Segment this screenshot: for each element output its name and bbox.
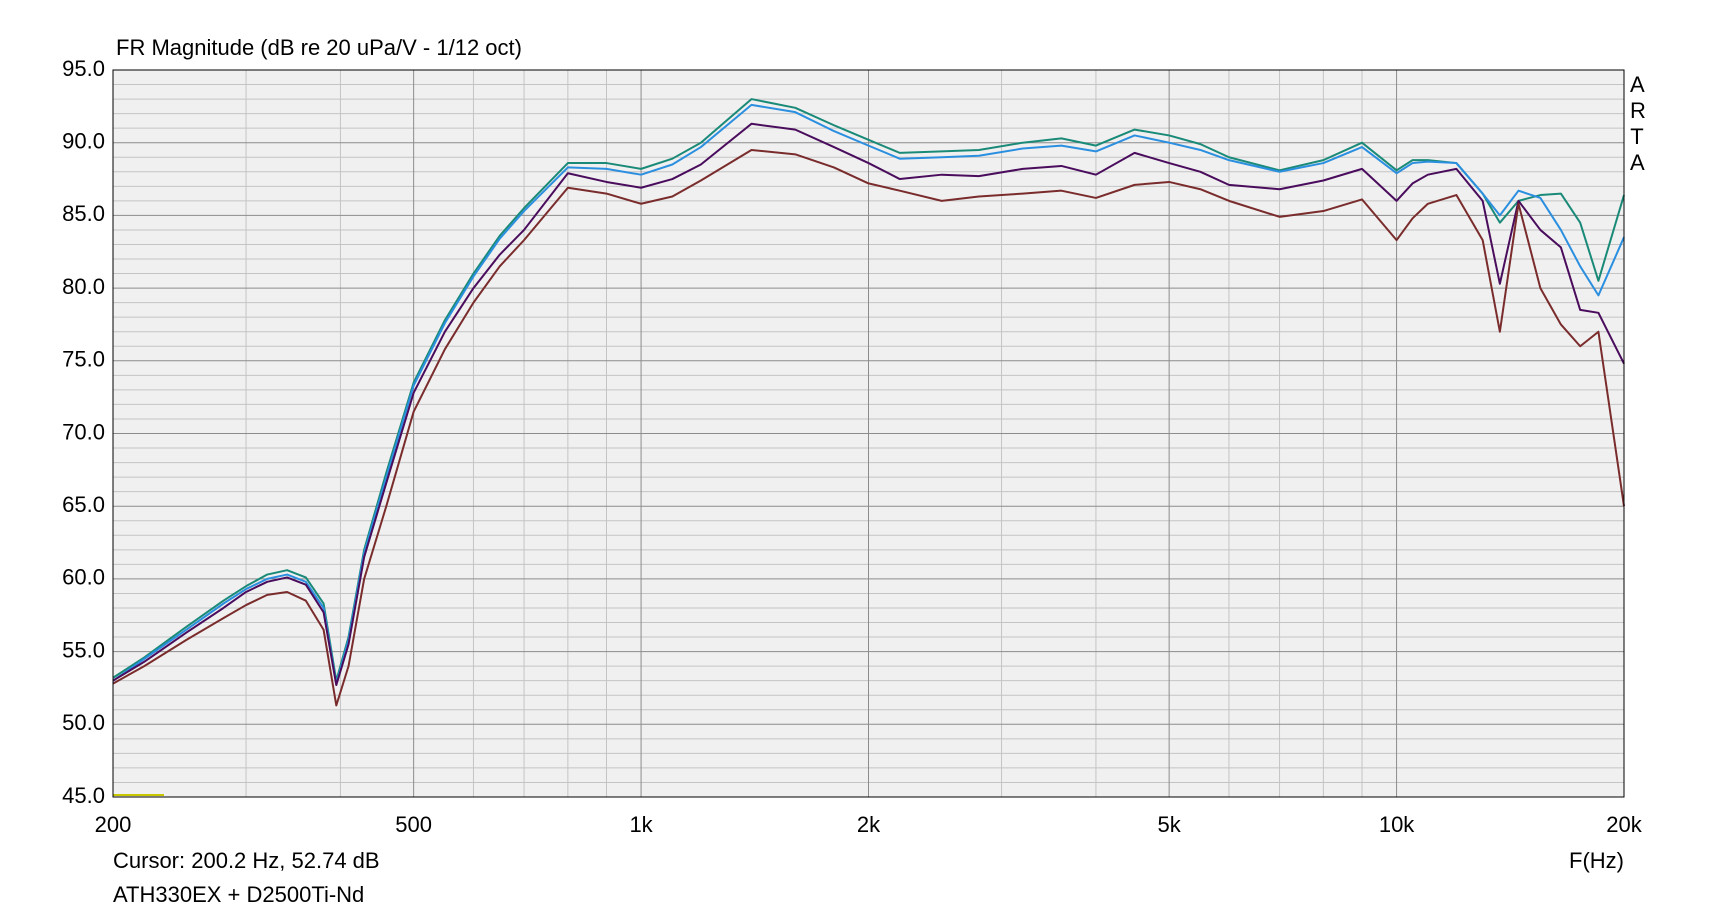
y-tick-label: 80.0 [62, 274, 105, 299]
y-tick-label: 90.0 [62, 129, 105, 154]
grid [112, 69, 1625, 798]
cursor-readout: Cursor: 200.2 Hz, 52.74 dB [113, 848, 380, 873]
brand: ARTA [1630, 72, 1646, 175]
x-tick-label: 2k [857, 812, 881, 837]
x-tick-label: 5k [1158, 812, 1182, 837]
series-line [112, 148, 1625, 707]
plot-frame [112, 69, 1625, 798]
x-tick-label: 1k [629, 812, 653, 837]
lines [112, 98, 1625, 707]
y-tick-label: 70.0 [62, 419, 105, 444]
x-axis-label: F(Hz) [1569, 848, 1624, 873]
y-tick-label: 55.0 [62, 637, 105, 662]
y-tick-label: 75.0 [62, 347, 105, 372]
y-tick-label: 85.0 [62, 201, 105, 226]
series-line [112, 122, 1625, 687]
x-tick-label: 10k [1379, 812, 1415, 837]
chart-title: FR Magnitude (dB re 20 uPa/V - 1/12 oct) [116, 35, 522, 60]
y-tick-label: 95.0 [62, 56, 105, 81]
y-tick-label: 60.0 [62, 565, 105, 590]
y-tick-label: 45.0 [62, 783, 105, 808]
y-tick-label: 65.0 [62, 492, 105, 517]
x-tick-label: 500 [395, 812, 432, 837]
caption: ATH330EX + D2500Ti-Nd [113, 882, 364, 907]
x-tick-label: 200 [95, 812, 132, 837]
x-tick-label: 20k [1606, 812, 1642, 837]
y-tick-label: 50.0 [62, 710, 105, 735]
